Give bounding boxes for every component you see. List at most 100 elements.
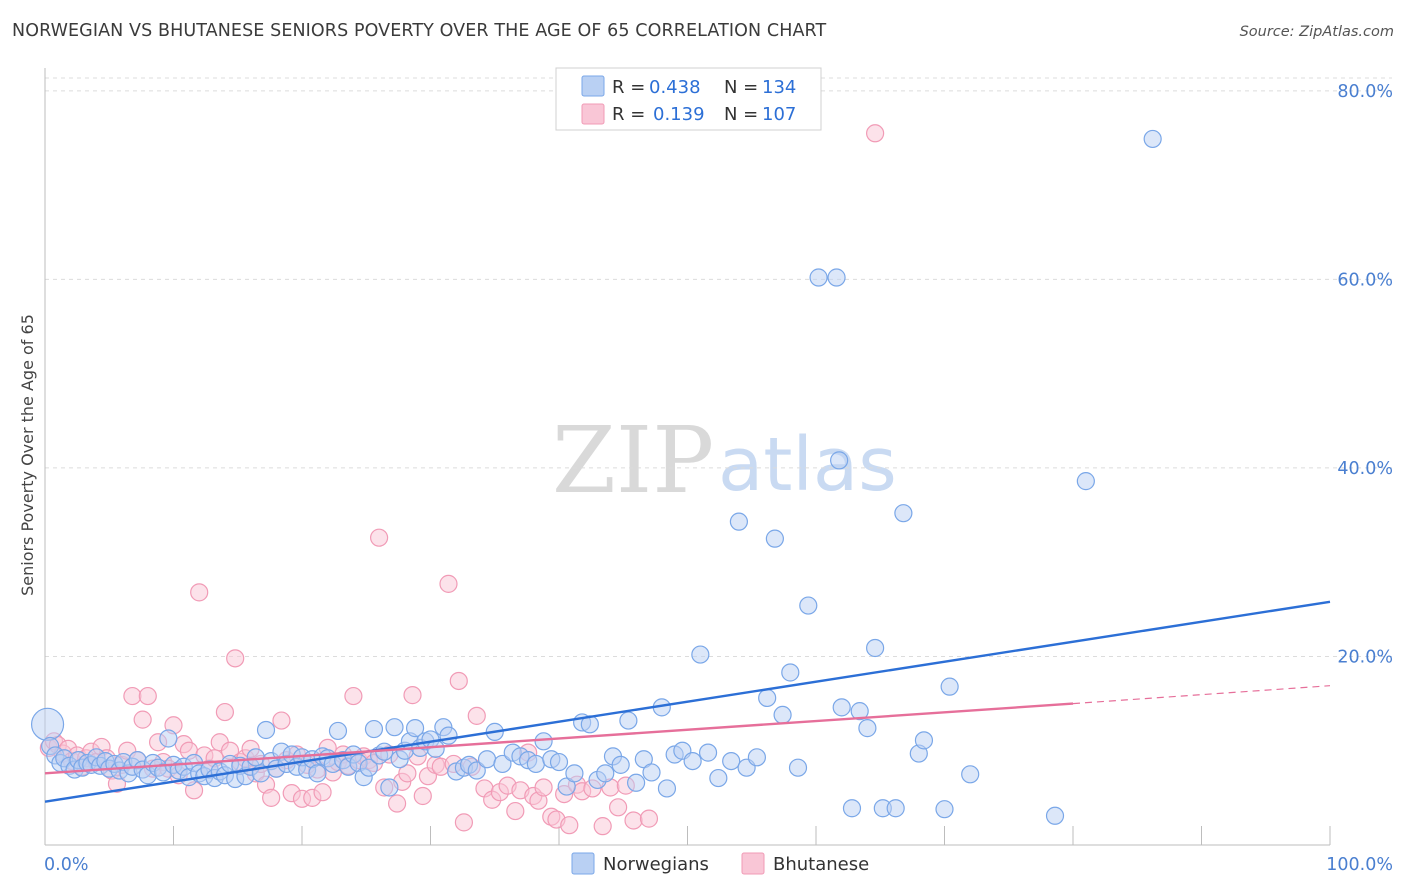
data-point-norwegians — [549, 752, 569, 772]
data-point-norwegians — [842, 799, 862, 818]
bottom-legend-label-bhutanese: Bhutanese — [773, 854, 869, 875]
data-point-bhutanese — [313, 783, 332, 802]
data-point-bhutanese — [624, 811, 643, 830]
legend-r-value-norwegians: 0.438 — [649, 77, 701, 98]
data-point-norwegians — [914, 731, 934, 750]
legend-r-label-1: R = — [612, 77, 645, 98]
y-tick-labels: 20.0% 40.0% 60.0% 80.0% — [1337, 82, 1393, 668]
data-point-norwegians — [858, 719, 877, 738]
data-point-bhutanese — [593, 817, 612, 836]
data-point-norwegians — [1076, 472, 1095, 491]
watermark-atlas-text: atlas — [718, 422, 897, 508]
data-point-norwegians — [619, 711, 638, 730]
legend-n-value-norwegians: 134 — [762, 77, 796, 98]
data-point-norwegians — [439, 726, 458, 745]
data-point-norwegians — [809, 268, 828, 287]
data-point-bhutanese — [344, 686, 363, 706]
data-point-bhutanese — [138, 686, 157, 706]
data-point-bhutanese — [609, 798, 628, 817]
legend-swatch-bhutanese — [581, 103, 605, 125]
data-point-norwegians — [477, 750, 497, 769]
data-point-norwegians — [832, 698, 851, 717]
data-point-norwegians — [493, 754, 512, 774]
trend-line-bhutanese — [44, 702, 1074, 775]
data-point-bhutanese — [449, 671, 468, 691]
trend-line-norwegians — [44, 600, 1331, 803]
data-point-bhutanese — [413, 786, 432, 806]
data-point-norwegians — [159, 729, 178, 748]
data-point-norwegians — [886, 799, 905, 818]
data-point-norwegians — [799, 596, 818, 615]
y-tick-label: 60.0% — [1337, 270, 1393, 290]
data-point-norwegians — [596, 764, 615, 783]
chart-title: NORWEGIAN VS BHUTANESE SENIORS POVERTY O… — [12, 21, 827, 41]
trend-lines — [44, 600, 1331, 803]
data-point-norwegians — [709, 768, 728, 788]
data-point-norwegians — [385, 718, 404, 737]
data-point-norwegians — [729, 512, 749, 531]
data-point-norwegians — [359, 758, 378, 777]
data-point-bhutanese — [439, 574, 458, 593]
y-axis-label: Seniors Poverty Over the Age of 65 — [18, 314, 37, 596]
legend-n-label-2: N = — [724, 104, 758, 125]
data-point-bhutanese — [370, 528, 389, 547]
watermark-zip-text: ZIP — [552, 407, 714, 514]
data-point-norwegians — [781, 663, 800, 682]
data-point-norwegians — [940, 677, 959, 696]
x-tick-label-max: 100.0% — [1326, 855, 1393, 875]
data-point-norwegians — [935, 800, 954, 819]
x-tick-labels: 0.0% 100.0% — [44, 855, 1393, 875]
data-point-bhutanese — [262, 788, 281, 807]
data-point-bhutanese — [467, 706, 486, 725]
data-point-bhutanese — [454, 813, 474, 832]
data-point-bhutanese — [123, 686, 142, 706]
data-point-norwegians — [246, 748, 265, 767]
data-point-bhutanese — [560, 816, 579, 835]
data-point-norwegians — [747, 748, 766, 767]
data-point-norwegians — [866, 638, 885, 658]
data-point-bhutanese — [534, 778, 553, 797]
data-point-bhutanese — [639, 809, 659, 828]
data-point-norwegians — [611, 755, 630, 774]
data-point-norwegians — [626, 773, 646, 792]
legend-r-label-2: R = — [612, 104, 645, 125]
y-tick-label: 80.0% — [1337, 82, 1393, 102]
data-point-norwegians — [467, 761, 486, 780]
bottom-legend-swatch-bhutanese — [741, 852, 765, 875]
data-point-bhutanese — [272, 711, 291, 730]
legend-n-label-1: N = — [724, 77, 758, 98]
data-point-norwegians — [830, 451, 849, 470]
data-point-norwegians — [657, 779, 677, 798]
data-point-norwegians — [691, 645, 710, 664]
bottom-legend-label-norwegians: Norwegians — [603, 854, 709, 875]
data-point-norwegians — [534, 732, 553, 751]
data-point-norwegians — [256, 720, 276, 740]
data-point-norwegians — [788, 758, 808, 777]
grid-lines — [45, 77, 1392, 657]
data-point-norwegians — [1045, 806, 1065, 825]
data-point-norwegians — [405, 719, 425, 738]
series-legend: Norwegians Bhutanese — [571, 852, 869, 875]
data-point-norwegians — [722, 752, 741, 771]
data-point-bhutanese — [133, 710, 152, 729]
data-point-norwegians — [364, 719, 384, 739]
watermark: ZIP atlas — [552, 407, 897, 514]
data-point-bhutanese — [866, 124, 885, 143]
data-point-norwegians — [1143, 129, 1162, 149]
data-point-norwegians — [308, 764, 327, 783]
data-point-norwegians — [565, 764, 584, 783]
data-point-norwegians — [827, 268, 846, 287]
data-point-norwegians — [773, 705, 792, 725]
data-point-norwegians — [380, 778, 399, 797]
data-point-norwegians — [642, 763, 661, 782]
data-point-bhutanese — [226, 649, 245, 668]
data-point-norwegians — [961, 765, 980, 784]
data-point-norwegians — [765, 529, 784, 548]
bottom-legend-swatch-norwegians — [571, 852, 595, 875]
data-point-bhutanese — [215, 702, 234, 722]
data-point-norwegians — [850, 702, 869, 721]
legend-n-value-bhutanese: 107 — [762, 104, 796, 125]
legend-swatch-norwegians — [581, 75, 605, 97]
data-point-norwegians — [758, 688, 777, 708]
